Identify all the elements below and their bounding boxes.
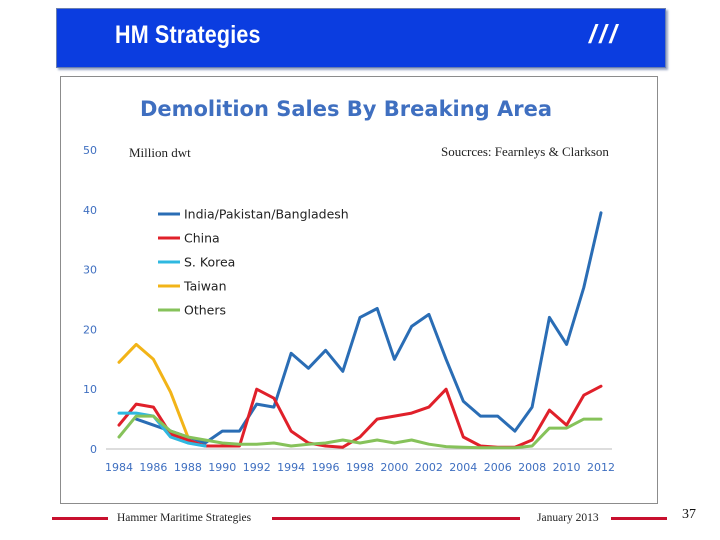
x-tick-label-4: 1992	[243, 461, 271, 474]
y-tick-label-2: 20	[83, 323, 97, 336]
series-lines	[117, 211, 603, 450]
x-tick-label-10: 2004	[449, 461, 477, 474]
x-tick-label-8: 2000	[380, 461, 408, 474]
footer-company: Hammer Maritime Strategies	[117, 512, 252, 524]
y-tick-label-5: 50	[83, 144, 97, 157]
footer-date: January 2013	[537, 512, 599, 524]
source-note: Soucrces: Fearnleys & Clarkson	[441, 144, 609, 159]
chart-frame	[60, 76, 658, 504]
x-tick-label-2: 1988	[174, 461, 202, 474]
x-tick-label-1: 1986	[139, 461, 167, 474]
x-tick-label-5: 1994	[277, 461, 305, 474]
series-line-india-pakistan-bangladesh	[134, 211, 603, 445]
x-tick-label-12: 2008	[518, 461, 546, 474]
legend-label-2: S. Korea	[184, 255, 235, 270]
x-tick-label-11: 2006	[484, 461, 512, 474]
y-axis-unit-label: Million dwt	[129, 145, 191, 160]
x-tick-label-7: 1998	[346, 461, 374, 474]
x-tick-label-14: 2012	[587, 461, 615, 474]
footer-rule-left	[52, 517, 108, 520]
y-tick-label-3: 30	[83, 264, 97, 277]
y-tick-label-0: 0	[90, 443, 97, 456]
x-tick-label-6: 1996	[312, 461, 340, 474]
chart-title: Demolition Sales By Breaking Area	[140, 97, 552, 121]
x-tick-labels: 1984 1986 1988 1990 1992 1994 1996 1998 2000 2002…	[105, 461, 615, 474]
header-title: HM Strategies	[115, 21, 261, 49]
y-tick-labels: 0 10 20 30 40 50	[83, 144, 97, 456]
legend-label-0: India/Pakistan/Bangladesh	[184, 207, 349, 222]
x-tick-label-3: 1990	[208, 461, 236, 474]
x-tick-label-13: 2010	[553, 461, 581, 474]
legend-label-4: Others	[184, 303, 226, 318]
x-tick-label-0: 1984	[105, 461, 133, 474]
y-tick-label-4: 40	[83, 204, 97, 217]
series-line-s-korea	[117, 411, 207, 448]
y-tick-label-1: 10	[83, 383, 97, 396]
series-line-others	[117, 414, 603, 450]
legend-label-3: Taiwan	[183, 279, 227, 294]
x-tick-label-9: 2002	[415, 461, 443, 474]
legend-label-1: China	[184, 231, 220, 246]
series-line-taiwan	[117, 342, 190, 439]
footer-rule-right	[611, 517, 667, 520]
header-bar: HM Strategies ///	[56, 8, 666, 68]
header-slashes: ///	[589, 19, 620, 49]
footer-rule-middle	[272, 517, 520, 520]
page-number: 37	[682, 507, 696, 522]
legend: India/Pakistan/Bangladesh China S. Korea Ta…	[158, 207, 349, 318]
